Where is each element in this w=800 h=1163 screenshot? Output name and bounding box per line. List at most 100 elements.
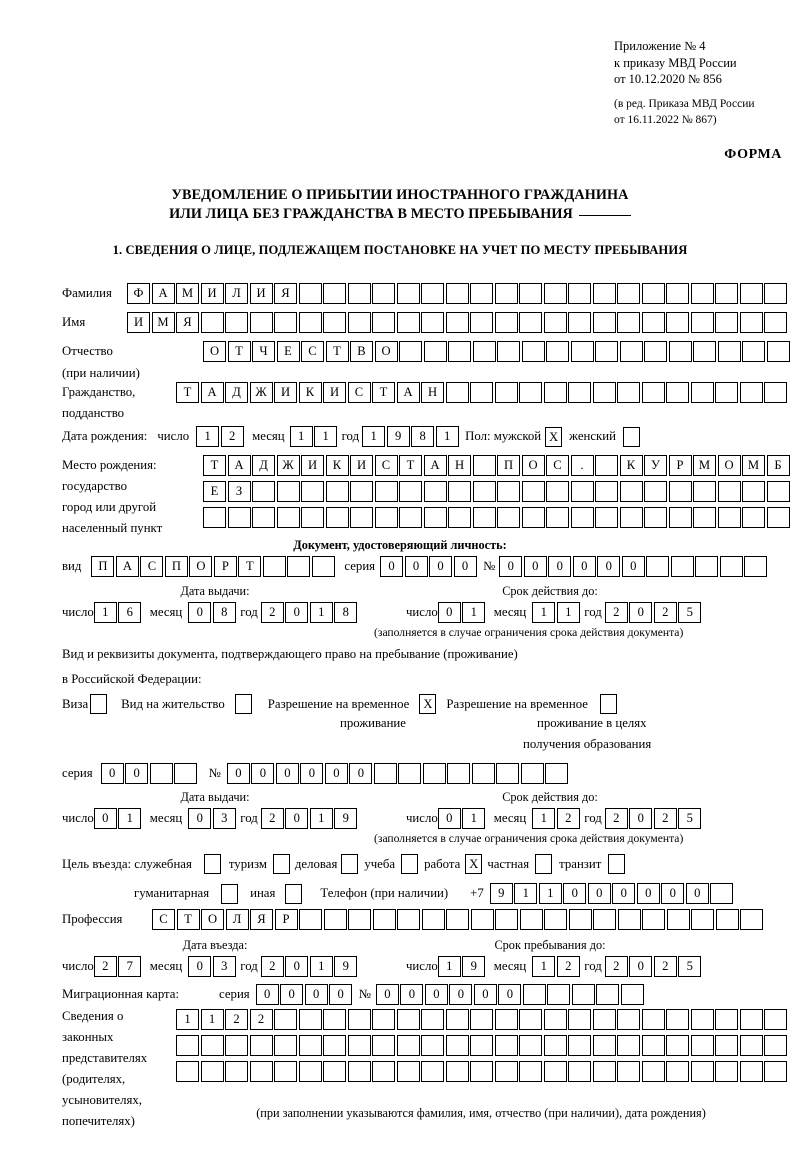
identity-doc-number-cell-3[interactable]: 0 xyxy=(548,556,572,577)
representatives-r3-cell-8[interactable] xyxy=(347,1061,371,1082)
birthplace-r1-cell-15[interactable]: С xyxy=(546,455,569,476)
stay-valid-year-2[interactable]: 0 xyxy=(629,808,653,829)
citizenship-cell-6[interactable]: К xyxy=(298,382,322,403)
stay-doc-number-cell-13[interactable] xyxy=(520,763,544,784)
birth-month-1[interactable]: 1 xyxy=(289,426,313,447)
birthplace-r1-cell-21[interactable]: М xyxy=(693,455,716,476)
representatives-r2-cell-5[interactable] xyxy=(274,1035,297,1056)
citizenship-cell-3[interactable]: Д xyxy=(225,382,248,403)
representatives-r3-cell-16[interactable] xyxy=(543,1061,567,1082)
surname-cell-1[interactable]: Ф xyxy=(127,283,150,304)
surname-cell-10[interactable] xyxy=(347,283,371,304)
stay-until-year-4[interactable]: 5 xyxy=(678,956,702,977)
profession-cell-16[interactable] xyxy=(519,909,543,930)
firstname-cell-15[interactable] xyxy=(470,312,493,333)
birthplace-r3-cell-5[interactable] xyxy=(301,507,324,528)
representatives-r3-cell-11[interactable] xyxy=(421,1061,444,1082)
birthplace-r2-cell-14[interactable] xyxy=(521,481,545,502)
representatives-r3-cell-19[interactable] xyxy=(617,1061,640,1082)
identity-doc-number-cell-9[interactable] xyxy=(695,556,719,577)
representatives-r1-cell-21[interactable] xyxy=(666,1009,689,1030)
purpose-humanitarian-checkbox[interactable] xyxy=(221,883,239,904)
stay-doc-series-cell-3[interactable] xyxy=(149,763,173,784)
purpose-official-checkbox[interactable] xyxy=(203,854,221,874)
profession-cell-19[interactable] xyxy=(593,909,616,930)
patronymic-cell-13[interactable] xyxy=(497,341,520,362)
identity-valid-day-1[interactable]: 0 xyxy=(437,602,461,623)
firstname-cell-20[interactable] xyxy=(592,312,616,333)
surname-cell-13[interactable] xyxy=(421,283,444,304)
identity-valid-year-2[interactable]: 0 xyxy=(629,602,653,623)
patronymic-cell-8[interactable]: О xyxy=(374,341,398,362)
surname-cell-4[interactable]: И xyxy=(200,283,224,304)
birthplace-r3-cell-13[interactable] xyxy=(497,507,520,528)
representatives-r1-cell-22[interactable] xyxy=(690,1009,714,1030)
birthplace-r2-cell-21[interactable] xyxy=(693,481,716,502)
surname-cell-9[interactable] xyxy=(323,283,346,304)
stay-issue-year-3[interactable]: 1 xyxy=(309,808,333,829)
birthplace-r1-cell-5[interactable]: И xyxy=(301,455,324,476)
surname-cell-11[interactable] xyxy=(372,283,395,304)
stay-doc-number-cell-4[interactable]: 0 xyxy=(300,763,324,784)
patronymic-cell-15[interactable] xyxy=(546,341,569,362)
identity-valid-day-2[interactable]: 1 xyxy=(462,602,486,623)
patronymic-cell-23[interactable] xyxy=(742,341,765,362)
citizenship-cell-12[interactable] xyxy=(445,382,469,403)
birthplace-r1-cell-24[interactable]: Б xyxy=(766,455,790,476)
identity-doc-number-cell-10[interactable] xyxy=(719,556,743,577)
stay-doc-number-cell-8[interactable] xyxy=(398,763,422,784)
identity-valid-year-1[interactable]: 2 xyxy=(604,602,628,623)
surname-cell-15[interactable] xyxy=(470,283,493,304)
patronymic-cell-1[interactable]: О xyxy=(203,341,226,362)
sex-female-checkbox[interactable] xyxy=(622,426,640,447)
migration-card-number-cell-6[interactable]: 0 xyxy=(498,984,522,1005)
firstname-cell-17[interactable] xyxy=(519,312,542,333)
surname-cell-26[interactable] xyxy=(739,283,763,304)
representatives-r1-cell-25[interactable] xyxy=(764,1009,787,1030)
phone-cell-5[interactable]: 0 xyxy=(587,883,611,904)
citizenship-cell-1[interactable]: Т xyxy=(176,382,199,403)
identity-valid-year-3[interactable]: 2 xyxy=(653,602,677,623)
identity-valid-month-1[interactable]: 1 xyxy=(532,602,556,623)
representatives-r3-cell-2[interactable] xyxy=(200,1061,224,1082)
migration-card-series-cell-3[interactable]: 0 xyxy=(304,984,328,1005)
phone-cell-3[interactable]: 1 xyxy=(538,883,562,904)
patronymic-cell-2[interactable]: Т xyxy=(227,341,251,362)
birthplace-r3-cell-16[interactable] xyxy=(570,507,594,528)
surname-cell-8[interactable] xyxy=(298,283,322,304)
stay-issue-day-1[interactable]: 0 xyxy=(93,808,117,829)
representatives-r3-cell-23[interactable] xyxy=(715,1061,738,1082)
identity-doc-series-cell-1[interactable]: 0 xyxy=(380,556,404,577)
stay-doc-number-cell-9[interactable] xyxy=(422,763,446,784)
representatives-r3-cell-25[interactable] xyxy=(764,1061,787,1082)
citizenship-cell-18[interactable] xyxy=(592,382,616,403)
stay-valid-year-1[interactable]: 2 xyxy=(604,808,628,829)
citizenship-cell-23[interactable] xyxy=(715,382,738,403)
profession-cell-20[interactable] xyxy=(617,909,641,930)
phone-cell-4[interactable]: 0 xyxy=(563,883,587,904)
stay-doc-number-cell-3[interactable]: 0 xyxy=(275,763,299,784)
profession-cell-23[interactable] xyxy=(691,909,714,930)
representatives-r2-cell-19[interactable] xyxy=(617,1035,640,1056)
stay-doc-number-cell-6[interactable]: 0 xyxy=(349,763,373,784)
firstname-cell-19[interactable] xyxy=(568,312,591,333)
purpose-private-checkbox[interactable] xyxy=(535,854,553,874)
surname-cell-25[interactable] xyxy=(715,283,738,304)
representatives-r3-cell-3[interactable] xyxy=(225,1061,248,1082)
birthplace-r2-cell-12[interactable] xyxy=(472,481,496,502)
birth-month-2[interactable]: 1 xyxy=(314,426,338,447)
profession-cell-18[interactable] xyxy=(568,909,592,930)
birthplace-r2-cell-15[interactable] xyxy=(546,481,569,502)
identity-doc-type-cell-4[interactable]: П xyxy=(164,556,188,577)
identity-doc-type-cell-3[interactable]: С xyxy=(140,556,164,577)
citizenship-cell-21[interactable] xyxy=(666,382,689,403)
citizenship-cell-4[interactable]: Ж xyxy=(249,382,273,403)
stay-until-month-2[interactable]: 2 xyxy=(556,956,580,977)
edu-residence-checkbox[interactable] xyxy=(599,694,617,714)
representatives-r1-cell-5[interactable] xyxy=(274,1009,297,1030)
temp-residence-checkbox[interactable]: X xyxy=(419,694,437,714)
representatives-r1-cell-10[interactable] xyxy=(396,1009,420,1030)
representatives-r3-cell-10[interactable] xyxy=(396,1061,420,1082)
patronymic-cell-17[interactable] xyxy=(595,341,618,362)
